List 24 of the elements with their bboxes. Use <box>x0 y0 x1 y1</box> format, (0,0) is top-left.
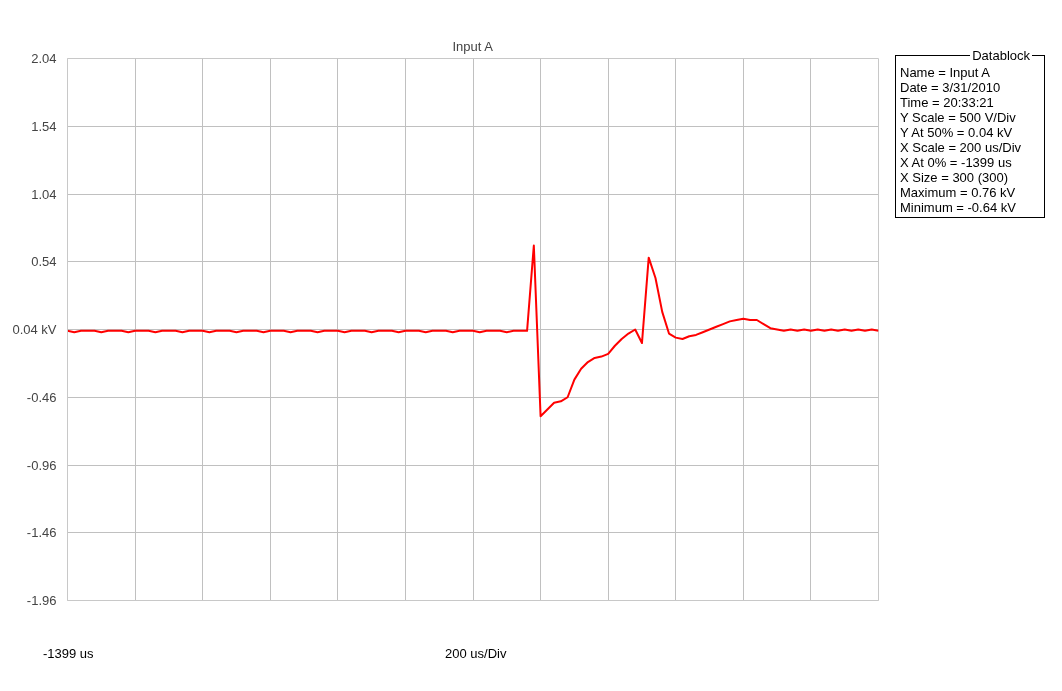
y-tick-label: 0.54 <box>31 254 57 270</box>
text: -1399 us <box>43 645 94 663</box>
y-tick-label: 2.04 <box>31 51 57 66</box>
y-tick-label: 1.04 <box>31 186 57 202</box>
y-tick-label: -1.46 <box>26 525 57 541</box>
text: X At 0% = -1399 us <box>900 155 1013 170</box>
y-tick-label: 1.54 <box>31 118 57 134</box>
y-tick-label: -0.96 <box>26 457 57 473</box>
text: X Size = 300 (300) <box>900 170 1010 185</box>
text: Name = Input A <box>900 65 991 80</box>
text: 200 us/Div <box>445 645 507 663</box>
y-tick-label: 0.04 kV <box>12 322 57 337</box>
text: X Scale = 200 us/Div <box>900 140 1023 155</box>
y-tick-label: -0.46 <box>26 389 57 405</box>
text: Minimum = -0.64 kV <box>900 200 1017 215</box>
line-series <box>67 244 879 418</box>
text: Y Scale = 500 V/Div <box>900 110 1017 125</box>
text: Datablock <box>971 48 1031 63</box>
text: Time = 20:33:21 <box>900 95 995 110</box>
text: Maximum = 0.76 kV <box>900 185 1017 200</box>
text: Date = 3/31/2010 <box>900 80 1002 95</box>
y-tick-label: -1.96 <box>26 593 57 608</box>
text: Y At 50% = 0.04 kV <box>900 125 1014 140</box>
chart-title: Input A <box>452 38 494 54</box>
